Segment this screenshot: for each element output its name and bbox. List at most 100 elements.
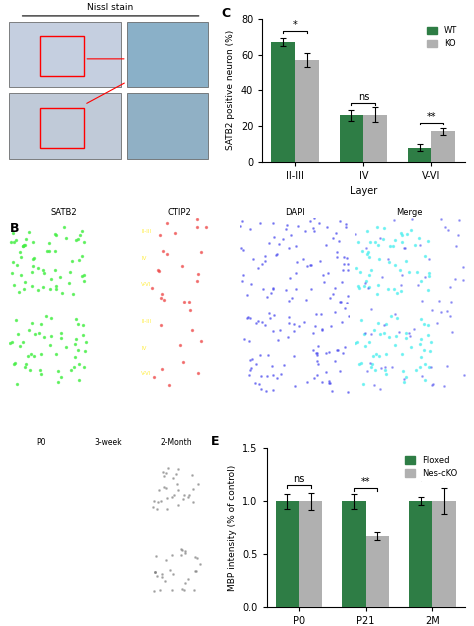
Point [365, 252, 373, 262]
Point [292, 284, 300, 294]
Point [29, 254, 36, 264]
Point [440, 381, 447, 391]
Point [424, 285, 431, 295]
Text: C: C [222, 8, 231, 20]
Point [18, 270, 25, 280]
Point [80, 237, 87, 247]
Point [36, 365, 44, 375]
Point [19, 337, 27, 347]
Point [246, 336, 253, 346]
Point [320, 277, 328, 287]
Point [193, 222, 201, 232]
Point [418, 334, 425, 344]
Point [402, 372, 410, 382]
Point [160, 247, 167, 257]
Point [293, 257, 301, 267]
Point [360, 329, 367, 339]
Point [359, 379, 367, 389]
Point [328, 386, 336, 396]
Point [429, 379, 437, 389]
Point [79, 330, 87, 340]
Point [247, 279, 255, 289]
Point [379, 233, 387, 244]
Point [55, 377, 62, 387]
Point [416, 240, 424, 250]
Point [31, 252, 38, 262]
Text: Nissl stain: Nissl stain [88, 3, 134, 12]
Point [191, 566, 199, 576]
Point [256, 218, 264, 228]
Point [314, 356, 321, 366]
Point [177, 550, 184, 560]
Point [178, 584, 186, 594]
Point [72, 334, 80, 344]
Point [391, 260, 399, 270]
Point [202, 222, 210, 232]
Point [189, 484, 197, 494]
Title: Merge: Merge [396, 208, 423, 217]
Point [446, 282, 454, 292]
Text: **: ** [361, 478, 370, 488]
Point [301, 226, 309, 236]
Point [160, 483, 168, 493]
Point [344, 253, 351, 263]
Point [36, 349, 44, 359]
Point [72, 314, 80, 324]
Point [168, 585, 176, 595]
Point [388, 310, 395, 321]
Point [388, 362, 396, 372]
Point [244, 313, 251, 323]
Point [80, 270, 88, 280]
Point [345, 311, 353, 321]
Point [418, 371, 426, 381]
Point [374, 280, 382, 290]
Point [168, 492, 175, 502]
Point [7, 237, 15, 247]
Point [10, 280, 18, 290]
Point [365, 337, 373, 347]
X-axis label: Layer: Layer [350, 187, 377, 197]
Point [386, 241, 394, 251]
Point [339, 347, 347, 357]
Point [46, 238, 53, 248]
Point [355, 282, 362, 292]
Point [418, 276, 425, 286]
Point [21, 240, 28, 250]
Title: P0: P0 [36, 438, 46, 448]
Point [178, 261, 186, 271]
Point [266, 313, 273, 323]
Point [71, 362, 78, 372]
Point [421, 374, 428, 384]
Point [313, 370, 320, 380]
Bar [339, 115, 364, 162]
Point [173, 480, 181, 490]
Point [174, 464, 182, 474]
Point [311, 321, 319, 331]
Point [338, 317, 346, 327]
Point [67, 366, 75, 376]
Point [300, 317, 308, 327]
Point [152, 567, 159, 577]
Point [39, 265, 46, 275]
Point [182, 546, 189, 556]
Point [331, 307, 339, 317]
Point [182, 578, 189, 588]
Point [60, 222, 68, 232]
Point [435, 295, 442, 305]
Point [18, 252, 25, 262]
Point [390, 215, 398, 225]
Point [313, 348, 320, 358]
Point [437, 215, 445, 225]
Point [273, 249, 281, 259]
Point [427, 362, 434, 372]
Point [13, 260, 21, 270]
Point [185, 490, 193, 500]
Point [37, 369, 45, 379]
Point [270, 232, 277, 242]
Point [164, 218, 171, 228]
Point [23, 359, 30, 369]
Point [437, 307, 445, 317]
Point [57, 372, 64, 382]
Point [331, 356, 338, 366]
Point [338, 277, 346, 287]
